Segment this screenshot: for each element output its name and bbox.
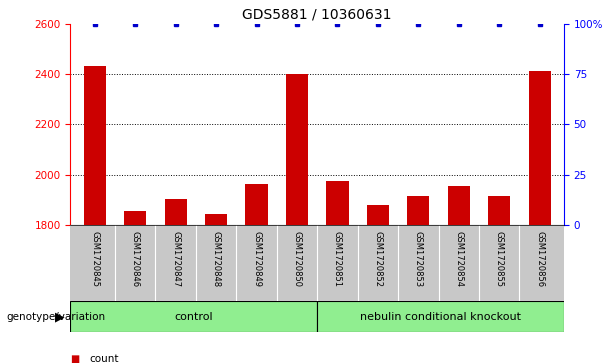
Bar xyxy=(447,186,470,225)
Text: GSM1720856: GSM1720856 xyxy=(535,231,544,287)
Text: GSM1720852: GSM1720852 xyxy=(373,231,383,287)
Bar xyxy=(367,205,389,225)
Text: GSM1720849: GSM1720849 xyxy=(252,231,261,287)
Text: GSM1720854: GSM1720854 xyxy=(454,231,463,287)
Text: GSM1720850: GSM1720850 xyxy=(292,231,302,287)
Bar xyxy=(326,181,349,225)
Text: count: count xyxy=(89,354,118,363)
Bar xyxy=(164,199,187,225)
Bar xyxy=(70,301,318,332)
Bar xyxy=(407,196,430,225)
Text: GSM1720851: GSM1720851 xyxy=(333,231,342,287)
Text: genotype/variation: genotype/variation xyxy=(6,312,105,322)
Text: ▶: ▶ xyxy=(55,310,64,323)
Text: GSM1720845: GSM1720845 xyxy=(90,231,99,287)
Text: control: control xyxy=(175,312,213,322)
Bar xyxy=(488,196,511,225)
Text: GSM1720853: GSM1720853 xyxy=(414,231,423,287)
Text: ■: ■ xyxy=(70,354,80,363)
Bar xyxy=(286,74,308,225)
Text: GSM1720848: GSM1720848 xyxy=(211,231,221,287)
Bar xyxy=(205,214,227,225)
Text: GSM1720846: GSM1720846 xyxy=(131,231,140,287)
Bar xyxy=(528,72,551,225)
Title: GDS5881 / 10360631: GDS5881 / 10360631 xyxy=(243,7,392,21)
Bar xyxy=(83,66,106,225)
Bar xyxy=(124,211,147,225)
Text: GSM1720847: GSM1720847 xyxy=(171,231,180,287)
Text: nebulin conditional knockout: nebulin conditional knockout xyxy=(360,312,521,322)
Text: GSM1720855: GSM1720855 xyxy=(495,231,504,287)
Bar xyxy=(245,184,268,225)
Bar xyxy=(318,301,564,332)
